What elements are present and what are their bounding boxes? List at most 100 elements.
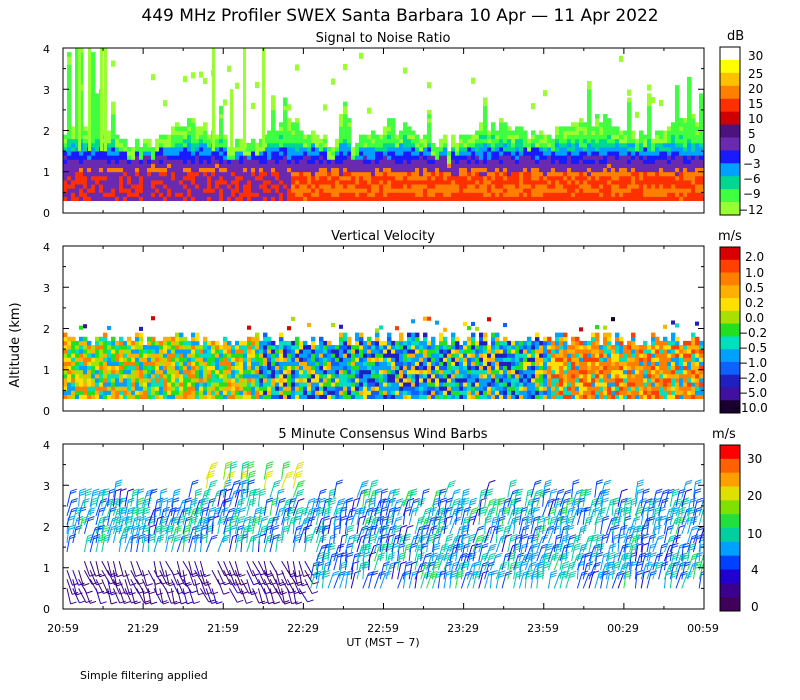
snr-cell (151, 188, 156, 193)
snr-cell (135, 175, 140, 181)
velocity-cell (363, 390, 368, 395)
snr-cell (423, 163, 428, 169)
snr-cell (683, 118, 688, 123)
velocity-cell (443, 327, 447, 332)
velocity-cell (275, 394, 280, 400)
snr-cell (323, 188, 328, 193)
velocity-cell (443, 357, 448, 362)
snr-cell (251, 196, 256, 202)
snr-cell (95, 109, 100, 115)
snr-cell (399, 138, 404, 144)
snr-cell (463, 196, 468, 202)
velocity-cell (479, 349, 484, 354)
snr-cell (631, 188, 636, 193)
velocity-cell (155, 340, 160, 346)
velocity-cell (483, 353, 488, 358)
velocity-cell (467, 349, 472, 354)
velocity-cell (151, 316, 155, 321)
snr-cell (607, 118, 612, 123)
snr-cell (163, 142, 168, 148)
velocity-cell (435, 378, 440, 383)
snr-cell (111, 163, 116, 169)
velocity-cell (351, 373, 356, 379)
snr-cell (543, 159, 548, 164)
snr-cell (599, 188, 604, 193)
snr-cell (283, 184, 288, 189)
velocity-cell (167, 373, 172, 379)
snr-cell (431, 147, 436, 152)
snr-cell (291, 134, 296, 140)
snr-cell (279, 138, 284, 144)
snr-cell (587, 122, 592, 127)
snr-cell (183, 184, 188, 189)
snr-cell (223, 155, 228, 160)
snr-cell (259, 184, 264, 189)
snr-cell (279, 167, 284, 173)
snr-cell (635, 171, 640, 177)
snr-cell (603, 122, 608, 127)
colorbar-swatch (720, 189, 740, 203)
snr-cell (183, 180, 188, 185)
velocity-cell (251, 365, 256, 371)
snr-cell (567, 138, 572, 144)
snr-cell (699, 114, 704, 119)
snr-cell (567, 163, 572, 169)
snr-cell (175, 188, 180, 193)
snr-cell (547, 188, 552, 193)
snr-cell (307, 159, 312, 164)
snr-cell (695, 130, 700, 136)
snr-cell (471, 163, 476, 169)
snr-cell (635, 111, 639, 118)
snr-cell (319, 147, 324, 152)
velocity-cell (503, 336, 508, 342)
velocity-cell (455, 345, 460, 350)
velocity-cell (471, 378, 476, 383)
velocity-cell (391, 382, 396, 387)
velocity-cell (219, 373, 224, 379)
snr-cell (331, 175, 336, 181)
snr-cell (479, 163, 484, 169)
snr-cell (159, 151, 164, 156)
snr-cell (79, 134, 84, 140)
snr-cell (595, 192, 600, 197)
snr-cell (139, 192, 144, 197)
snr-cell (607, 122, 612, 127)
snr-cell (259, 155, 264, 160)
velocity-cell (359, 382, 364, 387)
snr-cell (231, 163, 236, 169)
snr-cell (359, 196, 364, 202)
snr-cell (127, 180, 132, 185)
snr-cell (271, 180, 276, 185)
snr-cell (563, 134, 568, 140)
snr-cell (619, 175, 624, 181)
velocity-cell (411, 332, 416, 338)
snr-cell (699, 109, 704, 115)
snr-cell (659, 171, 664, 177)
velocity-cell (155, 345, 160, 350)
velocity-cell (359, 336, 364, 342)
velocity-cell (567, 382, 572, 387)
snr-cell (339, 155, 344, 160)
snr-cell (159, 134, 164, 140)
snr-cell (575, 126, 580, 131)
snr-cell (275, 192, 280, 197)
snr-cell (403, 180, 408, 185)
snr-cell (675, 138, 680, 144)
snr-cell (663, 180, 668, 185)
velocity-cell (559, 394, 564, 400)
velocity-cell (579, 353, 584, 358)
snr-cell (447, 155, 452, 160)
snr-cell (367, 159, 372, 164)
snr-streak (88, 48, 91, 152)
snr-cell (659, 130, 664, 136)
snr-cell (91, 76, 96, 82)
snr-cell (467, 155, 472, 160)
velocity-cell (555, 349, 560, 354)
velocity-cell (319, 357, 324, 362)
velocity-cell (571, 390, 576, 395)
snr-cell (479, 126, 484, 131)
velocity-cell (439, 353, 444, 358)
velocity-cell (327, 382, 332, 387)
velocity-cell (519, 361, 524, 367)
snr-cell (339, 118, 344, 123)
